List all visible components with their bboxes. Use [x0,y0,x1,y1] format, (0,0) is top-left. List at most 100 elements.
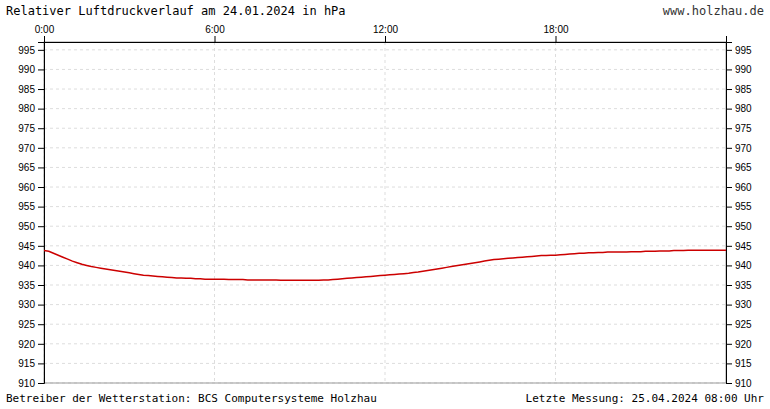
tick-label: 965 [735,162,752,173]
tick-mark [726,207,732,208]
tick: 910 [726,378,752,389]
tick-label: 990 [18,64,35,75]
tick: 950 [726,221,752,232]
footer-right: Letzte Messung: 25.04.2024 08:00 Uhr [526,392,765,405]
tick-mark [726,363,732,364]
axis-line [727,43,733,384]
tick-label: 955 [18,201,35,212]
tick-mark [726,246,732,247]
tick-mark [726,285,732,286]
tick-label: 995 [18,45,35,56]
grid-line-y [44,187,726,188]
grid-line-y [44,226,726,227]
tick: 925 [726,319,752,330]
tick-mark [726,128,732,129]
tick-label: 980 [18,103,35,114]
tick-mark [726,167,732,168]
tick: 980 [18,103,44,114]
tick: 6:00 [205,24,225,42]
tick: 960 [726,182,752,193]
tick-label: 990 [735,64,752,75]
tick-mark [38,344,44,345]
tick-mark [556,36,557,42]
tick: 12:00 [373,24,398,42]
tick-mark [726,383,732,384]
tick-label: 945 [18,241,35,252]
tick: 995 [726,45,752,56]
tick-label: 915 [18,358,35,369]
tick: 0:00 [35,24,55,42]
title: Relativer Luftdruckverlauf am 24.01.2024… [6,4,346,18]
tick-mark [726,187,732,188]
tick-mark [38,50,44,51]
tick: 910 [18,378,44,389]
tick-mark [38,128,44,129]
tick-mark [38,226,44,227]
tick-label: 950 [18,221,35,232]
tick-label: 0:00 [35,24,55,35]
tick-mark [44,36,45,42]
tick-mark [726,305,732,306]
tick: 920 [726,339,752,350]
tick-label: 935 [735,280,752,291]
tick-mark [38,305,44,306]
tick: 940 [18,260,44,271]
tick-label: 915 [735,358,752,369]
grid-line-y [44,304,726,305]
tick-label: 960 [735,182,752,193]
tick: 935 [18,280,44,291]
tick: 985 [18,84,44,95]
pressure-line [44,250,726,280]
grid-line-y [44,49,726,50]
tick-mark [38,324,44,325]
tick: 920 [18,339,44,350]
tick-mark [215,36,216,42]
tick-label: 970 [735,143,752,154]
tick: 915 [726,358,752,369]
tick: 975 [726,123,752,134]
tick-mark [38,246,44,247]
plot-frame [44,42,726,383]
tick-label: 920 [735,339,752,350]
tick-label: 960 [18,182,35,193]
tick-mark [38,383,44,384]
tick-mark [726,324,732,325]
tick-mark [726,148,732,149]
tick: 960 [18,182,44,193]
tick-label: 985 [18,84,35,95]
tick-label: 18:00 [543,24,568,35]
axis-line [38,43,45,384]
tick-label: 925 [735,319,752,330]
tick: 975 [18,123,44,134]
tick-label: 930 [18,299,35,310]
tick-mark [38,187,44,188]
grid-line-y [44,69,726,70]
tick-label: 935 [18,280,35,291]
tick: 980 [726,103,752,114]
tick-mark [38,148,44,149]
grid-line-y [44,324,726,325]
tick-label: 940 [735,260,752,271]
grid [44,42,726,383]
grid-line-y [44,245,726,246]
tick-label: 995 [735,45,752,56]
tick: 970 [18,143,44,154]
tick-label: 925 [18,319,35,330]
tick-mark [38,69,44,70]
tick: 990 [726,64,752,75]
tick: 915 [18,358,44,369]
tick: 945 [18,241,44,252]
tick-mark [726,50,732,51]
y2-axis: 9109159209259309359409459509559609659709… [726,43,752,389]
tick: 930 [726,299,752,310]
tick-label: 910 [18,378,35,389]
tick-mark [38,167,44,168]
tick-mark [726,265,732,266]
tick: 965 [726,162,752,173]
grid-line-y [44,363,726,364]
tick-label: 950 [735,221,752,232]
tick-mark [38,109,44,110]
grid-line-x [214,42,215,383]
grid-line-y [44,206,726,207]
tick: 18:00 [543,24,568,42]
